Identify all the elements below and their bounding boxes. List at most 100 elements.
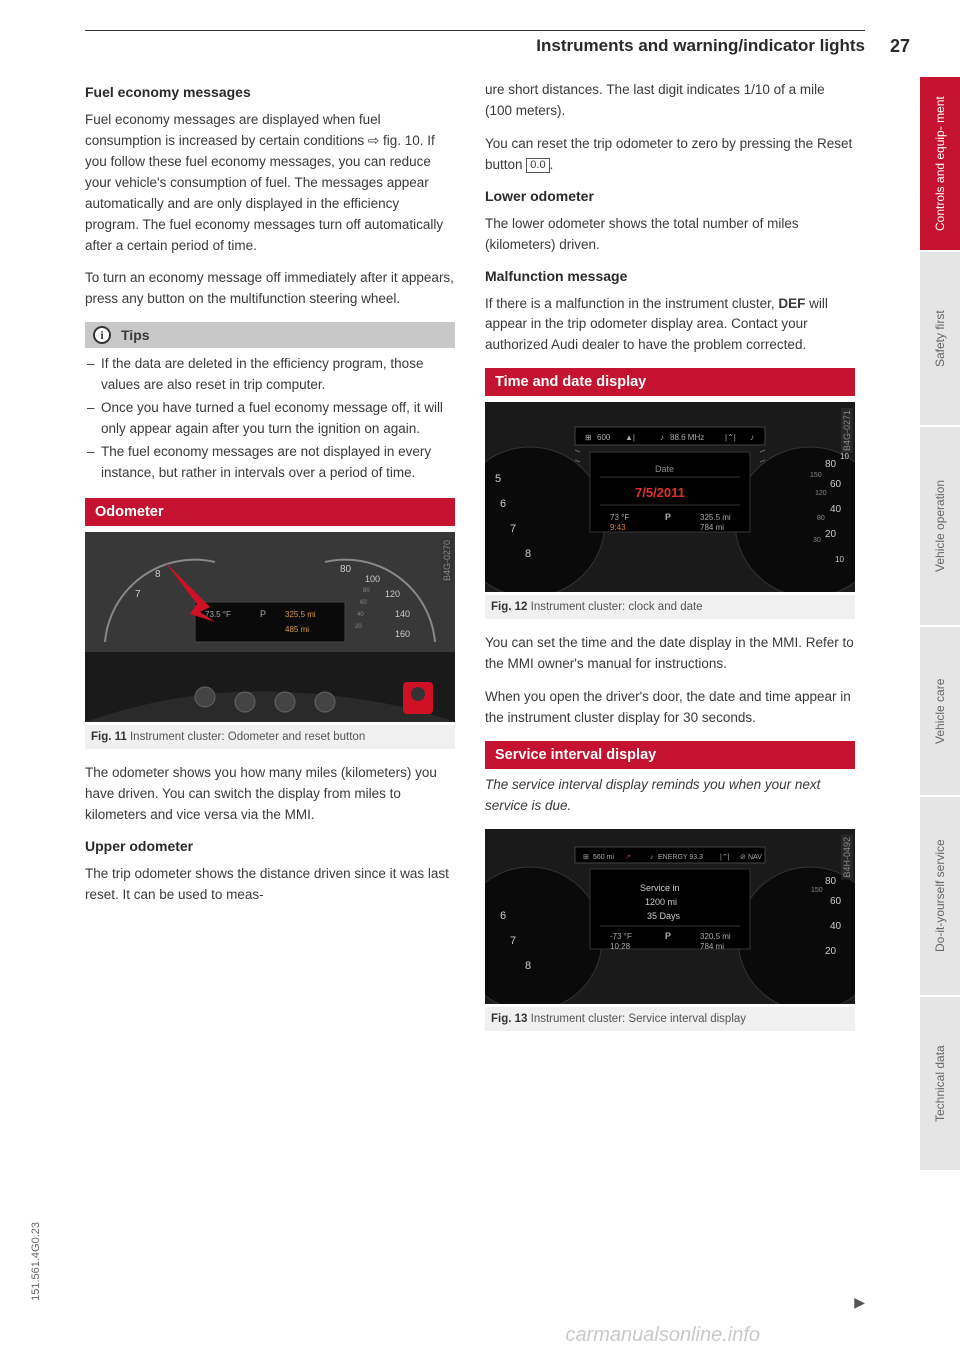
para-malfunction-a: If there is a malfunction in the instrum… [485,296,778,311]
heading-upper-odometer: Upper odometer [85,838,455,854]
info-icon: i [93,326,111,344]
doc-id: 151.561.4G0.23 [30,1222,42,1301]
fig11-svg: 7 8 80 100 120 140 160 80 60 40 20 73.5 … [85,532,455,722]
svg-text:♪: ♪ [650,854,654,861]
fig12-svg: 5 6 7 8 80 150 60 120 40 80 20 30 10 10 [485,402,855,592]
para-service-intro: The service interval display reminds you… [485,775,855,817]
svg-text:150: 150 [810,472,822,479]
svg-text:784 mi: 784 mi [700,942,724,951]
svg-text:⊘: ⊘ [740,854,746,861]
header-rule [85,30,865,31]
svg-text:88.6 MHz: 88.6 MHz [670,433,704,442]
tab-operation[interactable]: Vehicle operation [920,425,960,625]
tab-care[interactable]: Vehicle care [920,625,960,795]
svg-text:↗: ↗ [625,854,631,861]
para-upper-odometer: The trip odometer shows the distance dri… [85,864,455,906]
svg-text:P: P [260,609,266,619]
fig11-caption-text: Instrument cluster: Odometer and reset b… [127,731,365,743]
svg-text:7: 7 [510,935,516,947]
svg-text:80: 80 [825,876,837,887]
svg-text:80: 80 [825,459,837,470]
fig12-caption-bold: Fig. 12 [491,601,527,613]
svg-text:600: 600 [597,433,611,442]
para-odometer-intro: The odometer shows you how many miles (k… [85,763,455,826]
svg-text:♪: ♪ [750,433,754,442]
svg-text:325.5 mi: 325.5 mi [285,610,316,619]
svg-text:325.5 mi: 325.5 mi [700,513,731,522]
para-lower-odometer: The lower odometer shows the total numbe… [485,214,855,256]
svg-text:60: 60 [360,600,367,606]
para-time-1: You can set the time and the date displa… [485,633,855,675]
svg-text:-73 °F: -73 °F [610,932,632,941]
svg-text:P: P [665,512,671,522]
svg-text:560 mi: 560 mi [593,854,614,861]
svg-text:35 Days: 35 Days [647,911,681,921]
tab-controls[interactable]: Controls and equip- ment [920,75,960,250]
svg-text:9:43: 9:43 [610,523,626,532]
svg-text:80: 80 [340,564,352,575]
para-time-2: When you open the driver's door, the dat… [485,687,855,729]
para-fuel-economy-2: To turn an economy message off immediate… [85,268,455,310]
svg-text:Date: Date [655,464,674,474]
svg-text:8: 8 [155,569,161,580]
svg-text:|⌃|: |⌃| [720,853,730,861]
svg-text:784 mi: 784 mi [700,523,724,532]
side-tabs: Controls and equip- ment Safety first Ve… [920,75,960,1170]
svg-text:73 °F: 73 °F [610,513,629,522]
svg-text:20: 20 [825,946,837,957]
svg-text:80: 80 [817,515,825,522]
svg-text:▲|: ▲| [625,433,635,442]
tab-technical[interactable]: Technical data [920,995,960,1170]
tips-box: i Tips –If the data are deleted in the e… [85,322,455,484]
fig11-caption: Fig. 11 Instrument cluster: Odometer and… [85,725,455,749]
svg-text:7/5/2011: 7/5/2011 [635,485,685,500]
figure-11: B4G-0270 7 8 80 100 [85,532,455,722]
page-header-title: Instruments and warning/indicator lights [536,36,865,56]
reset-icon: 0.0 [526,158,549,173]
svg-text:73.5 °F: 73.5 °F [205,610,231,619]
svg-text:20: 20 [825,529,837,540]
tab-safety[interactable]: Safety first [920,250,960,425]
svg-text:485 mi: 485 mi [285,625,309,634]
svg-text:10: 10 [835,555,844,564]
figure-12: B4G-0271 5 6 7 8 80 150 60 120 40 80 [485,402,855,592]
para-cont-1: ure short distances. The last digit indi… [485,80,855,122]
svg-text:NAV: NAV [748,854,762,861]
banner-service-interval: Service interval display [485,741,855,769]
tip-3: The fuel economy messages are not displa… [101,442,453,484]
para-fuel-economy-1: Fuel economy messages are displayed when… [85,110,455,256]
fig13-caption-text: Instrument cluster: Service interval dis… [527,1013,746,1025]
left-column: Fuel economy messages Fuel economy messa… [85,80,455,1031]
fig12-code: B4G-0271 [841,408,853,453]
tip-2: Once you have turned a fuel economy mess… [101,398,453,440]
svg-text:80: 80 [363,588,370,594]
svg-text:1200 mi: 1200 mi [645,897,677,907]
svg-text:160: 160 [395,629,410,639]
fig13-svg: 6 7 8 80 150 60 40 20 ⊞ 560 mi ↗ ♪ E [485,829,855,1004]
heading-fuel-economy: Fuel economy messages [85,84,455,100]
tab-diy[interactable]: Do-it-yourself service [920,795,960,995]
svg-text:Service in: Service in [640,883,680,893]
svg-text:150: 150 [811,887,823,894]
banner-odometer: Odometer [85,498,455,526]
fig13-caption: Fig. 13 Instrument cluster: Service inte… [485,1007,855,1031]
tab-safety-label: Safety first [933,310,947,367]
svg-text:100: 100 [365,574,380,584]
para-malfunction: If there is a malfunction in the instrum… [485,294,855,357]
heading-lower-odometer: Lower odometer [485,188,855,204]
svg-text:120: 120 [815,490,827,497]
svg-text:10: 10 [840,452,849,461]
tips-header: i Tips [85,322,455,348]
svg-text:40: 40 [830,504,842,515]
svg-text:⊞: ⊞ [583,854,589,861]
svg-text:10:28: 10:28 [610,942,631,951]
svg-text:⊞: ⊞ [585,433,592,442]
svg-text:6: 6 [500,498,506,510]
svg-text:7: 7 [135,589,141,600]
tab-operation-label: Vehicle operation [933,480,947,572]
fig12-caption-text: Instrument cluster: clock and date [527,601,702,613]
fig11-code: B4G-0270 [441,538,453,583]
page-number: 27 [890,36,910,57]
svg-text:8: 8 [525,960,531,972]
svg-text:120: 120 [385,589,400,599]
